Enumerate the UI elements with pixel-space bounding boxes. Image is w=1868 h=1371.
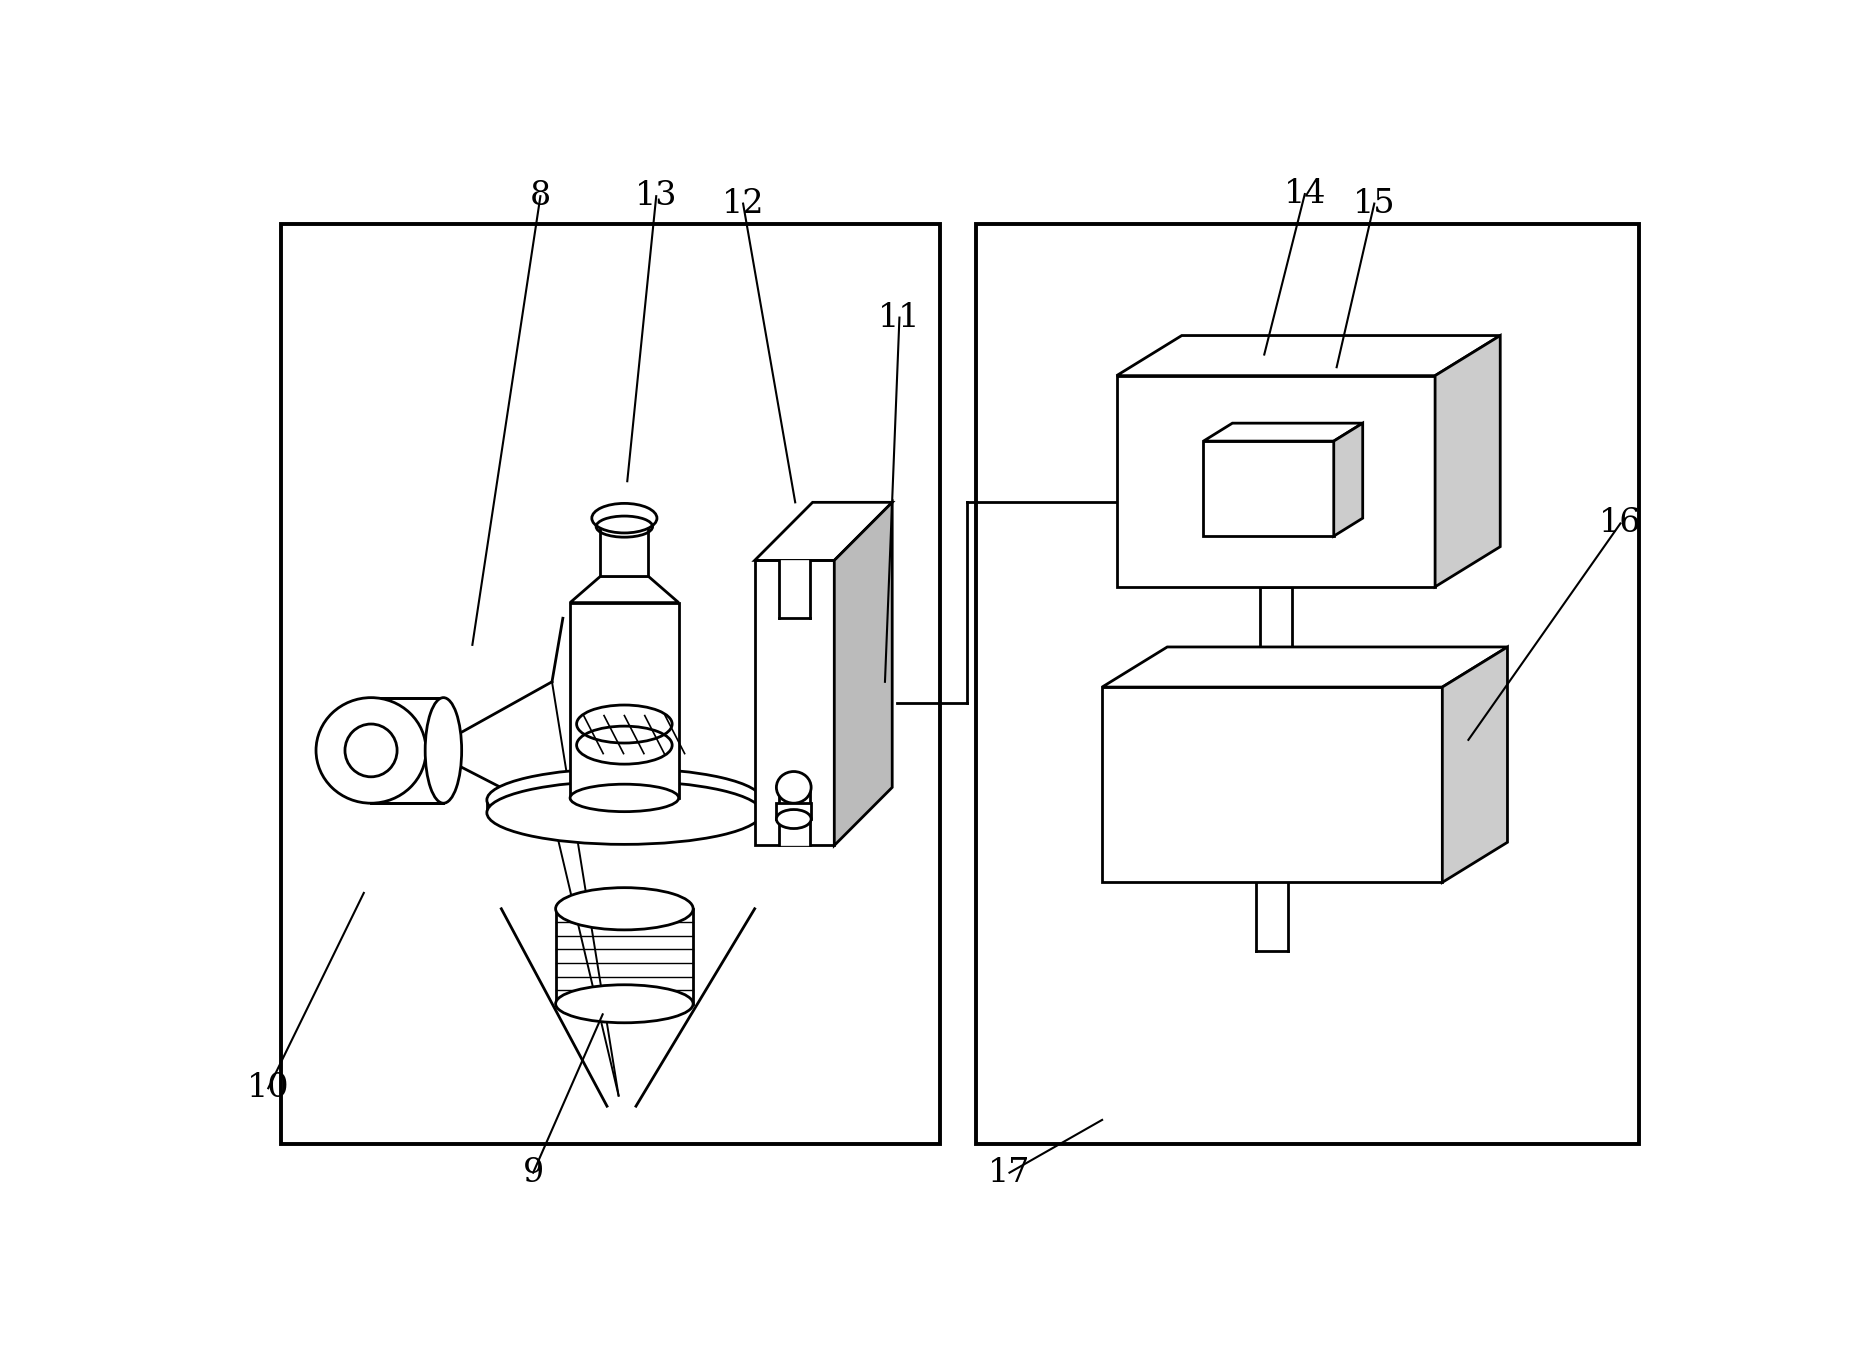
Text: 14: 14 bbox=[1283, 178, 1326, 210]
Polygon shape bbox=[1102, 687, 1442, 883]
Ellipse shape bbox=[570, 784, 678, 812]
Ellipse shape bbox=[777, 809, 811, 828]
Polygon shape bbox=[1117, 376, 1435, 587]
Ellipse shape bbox=[555, 887, 693, 930]
Bar bbox=[779, 561, 811, 618]
Text: 12: 12 bbox=[721, 188, 764, 219]
Polygon shape bbox=[1334, 424, 1364, 536]
Polygon shape bbox=[755, 502, 893, 561]
Ellipse shape bbox=[488, 781, 762, 845]
Ellipse shape bbox=[777, 772, 811, 803]
Polygon shape bbox=[1203, 424, 1364, 441]
Text: 10: 10 bbox=[247, 1072, 290, 1104]
Bar bbox=[555, 909, 693, 1004]
Ellipse shape bbox=[488, 768, 762, 832]
Bar bbox=[777, 803, 811, 818]
Text: 9: 9 bbox=[523, 1157, 544, 1189]
Bar bbox=[570, 603, 678, 798]
Polygon shape bbox=[1203, 441, 1334, 536]
Text: 8: 8 bbox=[531, 180, 551, 213]
Polygon shape bbox=[835, 502, 893, 846]
Polygon shape bbox=[1442, 647, 1507, 883]
Bar bbox=[977, 223, 1640, 1145]
Ellipse shape bbox=[555, 984, 693, 1023]
Text: 13: 13 bbox=[635, 180, 678, 213]
Text: 11: 11 bbox=[878, 302, 921, 333]
Ellipse shape bbox=[316, 698, 426, 803]
Bar bbox=[282, 223, 940, 1145]
Bar bbox=[488, 801, 762, 813]
Polygon shape bbox=[1102, 647, 1507, 687]
Text: 16: 16 bbox=[1599, 507, 1642, 539]
Bar bbox=[372, 698, 443, 803]
Polygon shape bbox=[570, 576, 678, 603]
Polygon shape bbox=[1435, 336, 1500, 587]
Ellipse shape bbox=[592, 503, 658, 533]
Bar bbox=[779, 787, 811, 846]
Ellipse shape bbox=[426, 698, 461, 803]
Text: 17: 17 bbox=[988, 1157, 1031, 1189]
Polygon shape bbox=[1117, 336, 1500, 376]
Bar bbox=[600, 518, 648, 576]
Polygon shape bbox=[755, 561, 835, 846]
Ellipse shape bbox=[346, 724, 398, 777]
Text: 15: 15 bbox=[1352, 188, 1395, 219]
